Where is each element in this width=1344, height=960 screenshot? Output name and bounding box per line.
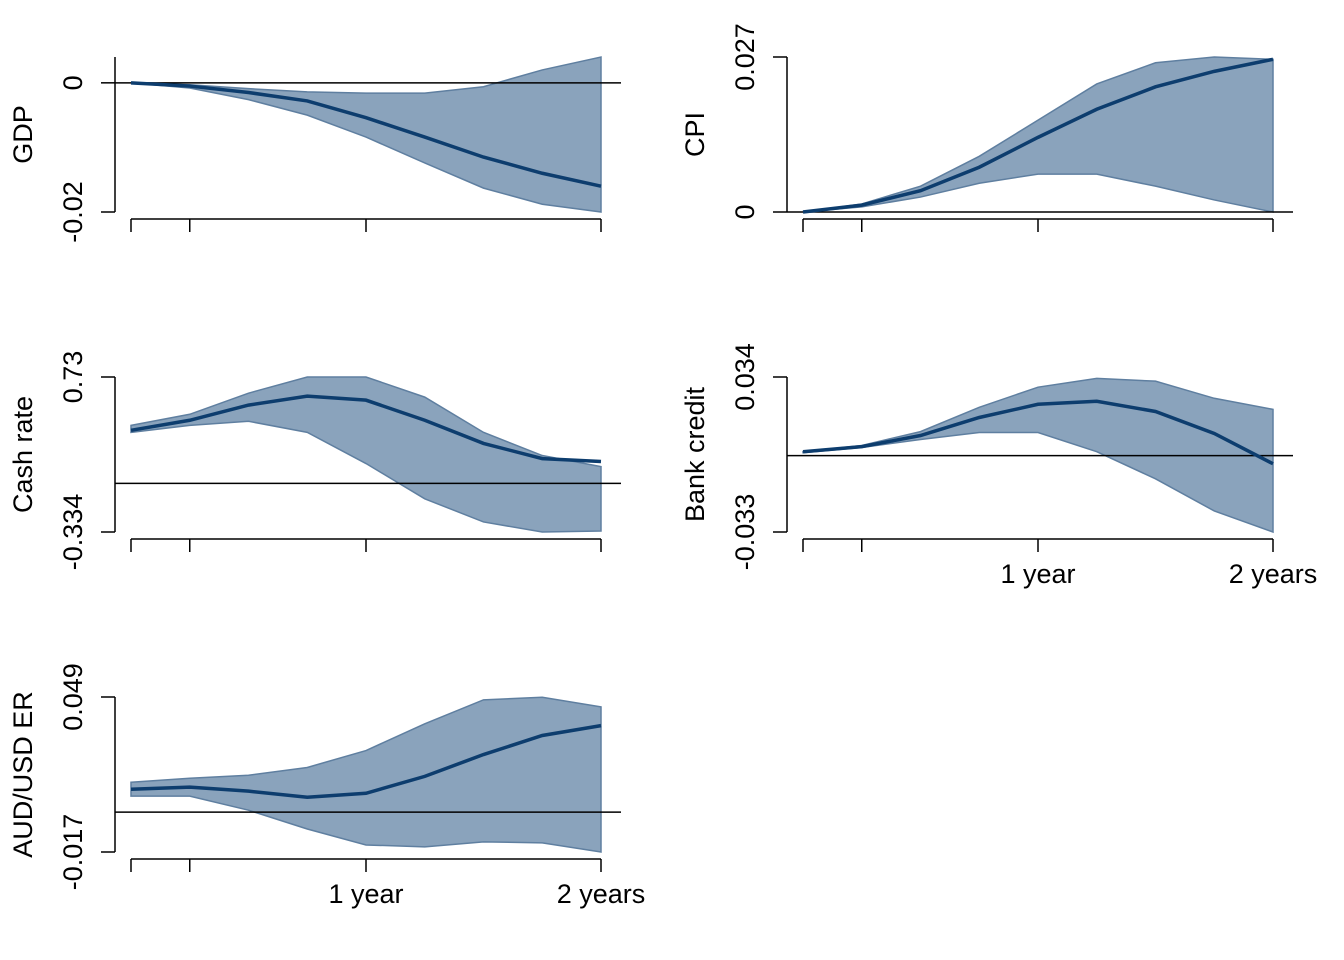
y-tick-label: -0.02: [58, 181, 88, 243]
panel: 0.049 -0.017 AUD/USD ER 1 year 2 years: [8, 663, 645, 909]
confidence-band: [130, 56, 602, 213]
y-tick-label: 0.049: [58, 663, 88, 731]
y-tick-label: 0: [730, 204, 760, 219]
y-axis-label: CPI: [680, 112, 710, 157]
y-tick-label: -0.017: [58, 814, 88, 891]
y-axis-label: GDP: [8, 105, 38, 164]
x-tick-label: 2 years: [557, 879, 646, 909]
y-tick-label: 0.73: [58, 351, 88, 404]
confidence-band: [802, 56, 1274, 213]
panel: 0.73 -0.334 Cash rate: [8, 351, 621, 571]
response-line: [802, 399, 1274, 466]
response-line: [802, 57, 1274, 214]
confidence-band: [130, 376, 602, 533]
panel: 0 0.027 CPI: [680, 23, 1293, 232]
panel: 0 -0.02 GDP: [8, 56, 621, 243]
panel: 0.034 -0.033 Bank credit 1 year 2 years: [680, 343, 1317, 589]
y-tick-label: 0.027: [730, 23, 760, 91]
confidence-band: [130, 696, 602, 853]
y-axis-label: Bank credit: [680, 386, 710, 522]
x-tick-label: 1 year: [1000, 559, 1075, 589]
confidence-band: [802, 377, 1274, 534]
y-axis-label: Cash rate: [8, 396, 38, 513]
y-axis-label: AUD/USD ER: [8, 691, 38, 858]
y-tick-label: -0.334: [58, 494, 88, 571]
x-tick-label: 2 years: [1229, 559, 1318, 589]
y-tick-label: 0.034: [730, 343, 760, 411]
response-line: [130, 394, 602, 464]
y-tick-label: 0: [58, 75, 88, 90]
x-tick-label: 1 year: [328, 879, 403, 909]
response-line: [130, 723, 602, 800]
y-tick-label: -0.033: [730, 494, 760, 571]
response-line: [130, 81, 602, 188]
